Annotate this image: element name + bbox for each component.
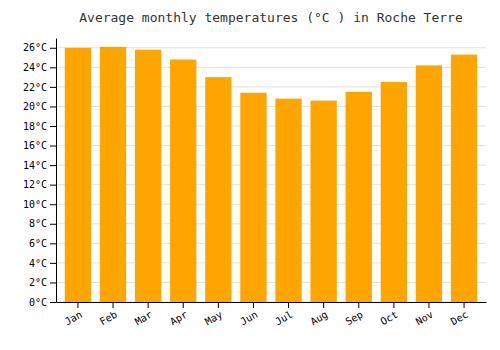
x-tick-mark — [77, 302, 78, 308]
x-tick: Aug — [308, 302, 329, 327]
bars — [65, 47, 477, 302]
y-tick-mark — [50, 263, 56, 264]
x-tick-label: Sep — [344, 309, 365, 328]
x-tick: Nov — [414, 302, 435, 327]
x-tick-mark — [183, 302, 184, 308]
y-axis: 0°C 2°C 4°C 6°C 8°C 10°C 12°C 14°C 16°C 18°C 20°C 2… — [23, 39, 57, 308]
x-tick: Mar — [133, 302, 154, 327]
y-tick: 4°C — [29, 258, 56, 269]
y-tick-label: 10°C — [23, 199, 47, 210]
grid — [56, 48, 486, 302]
x-axis: Jan Feb Mar Apr May Jun Jul Aug Sep Oct Nov Dec — [57, 302, 487, 327]
bar — [100, 47, 126, 302]
y-tick-label: 6°C — [29, 238, 47, 249]
bar — [205, 77, 231, 302]
y-tick-label: 18°C — [23, 121, 47, 132]
y-tick-mark — [50, 126, 56, 127]
x-tick-label: Oct — [379, 309, 400, 328]
x-tick-mark — [464, 302, 465, 308]
y-tick: 14°C — [23, 160, 56, 171]
x-tick-label: Nov — [414, 309, 435, 328]
y-tick: 26°C — [23, 42, 56, 53]
y-tick-label: 2°C — [29, 277, 47, 288]
y-tick-mark — [50, 204, 56, 205]
x-tick: Apr — [168, 302, 189, 327]
y-tick-label: 12°C — [23, 179, 47, 190]
y-tick: 8°C — [29, 218, 56, 229]
x-tick-label: May — [203, 309, 224, 328]
y-tick-mark — [50, 185, 56, 186]
bar — [170, 60, 196, 302]
y-tick: 10°C — [23, 199, 56, 210]
y-tick-mark — [50, 165, 56, 166]
bar — [346, 92, 372, 302]
y-tick-label: 8°C — [29, 218, 47, 229]
y-axis-line — [56, 39, 57, 303]
x-tick-mark — [393, 302, 394, 308]
title: Average monthly temperatures (°C ) in Ro… — [79, 10, 463, 25]
y-tick-label: 22°C — [23, 82, 47, 93]
y-tick-label: 4°C — [29, 258, 47, 269]
y-tick: 2°C — [29, 277, 56, 288]
y-tick-mark — [50, 302, 56, 303]
y-tick-mark — [50, 87, 56, 88]
chart: 0°C 2°C 4°C 6°C 8°C 10°C 12°C 14°C 16°C 18°C 20°C 2… — [0, 0, 500, 350]
bar — [275, 99, 301, 302]
x-tick: Feb — [98, 302, 119, 327]
y-tick-mark — [50, 224, 56, 225]
x-axis-line — [57, 302, 487, 303]
bar — [381, 82, 407, 302]
y-tick: 16°C — [23, 140, 56, 151]
y-tick-mark — [50, 282, 56, 283]
x-tick-label: Mar — [133, 309, 154, 328]
x-tick-mark — [428, 302, 429, 308]
x-tick-label: Jan — [63, 309, 84, 328]
y-tick-label: 0°C — [29, 297, 47, 308]
y-tick-label: 16°C — [23, 140, 47, 151]
x-tick-label: Jul — [273, 309, 294, 328]
x-tick: Oct — [379, 302, 400, 327]
bar — [416, 65, 442, 302]
y-tick-mark — [50, 67, 56, 68]
x-tick-label: Aug — [308, 309, 329, 328]
x-tick-mark — [218, 302, 219, 308]
x-tick-mark — [288, 302, 289, 308]
y-tick: 12°C — [23, 179, 56, 190]
y-tick: 0°C — [29, 297, 56, 308]
x-tick-mark — [323, 302, 324, 308]
bar — [451, 55, 477, 302]
x-tick-mark — [253, 302, 254, 308]
x-tick-label: Dec — [449, 309, 470, 328]
x-tick-mark — [148, 302, 149, 308]
x-tick-label: Feb — [98, 309, 119, 328]
bar — [65, 48, 91, 302]
plot-area: 0°C 2°C 4°C 6°C 8°C 10°C 12°C 14°C 16°C 18°C 20°C 2… — [23, 39, 487, 328]
x-tick-mark — [358, 302, 359, 308]
bar — [240, 93, 266, 302]
x-tick: Jan — [63, 302, 84, 327]
y-tick-mark — [50, 106, 56, 107]
x-tick: May — [203, 302, 224, 327]
y-tick: 18°C — [23, 121, 56, 132]
y-tick-mark — [50, 48, 56, 49]
y-tick-label: 26°C — [23, 42, 47, 53]
y-tick-mark — [50, 243, 56, 244]
x-tick: Jun — [238, 302, 259, 327]
y-tick: 22°C — [23, 82, 56, 93]
x-tick: Sep — [344, 302, 365, 327]
y-tick-label: 24°C — [23, 62, 47, 73]
bar — [135, 50, 161, 302]
y-tick-label: 20°C — [23, 101, 47, 112]
y-tick-mark — [50, 146, 56, 147]
x-tick-label: Jun — [238, 309, 259, 328]
x-tick-mark — [113, 302, 114, 308]
y-tick: 24°C — [23, 62, 56, 73]
x-tick: Dec — [449, 302, 470, 327]
bar — [310, 101, 336, 302]
x-tick: Jul — [273, 302, 294, 327]
y-tick-label: 14°C — [23, 160, 47, 171]
y-tick: 20°C — [23, 101, 56, 112]
y-tick: 6°C — [29, 238, 56, 249]
x-tick-label: Apr — [168, 309, 189, 328]
